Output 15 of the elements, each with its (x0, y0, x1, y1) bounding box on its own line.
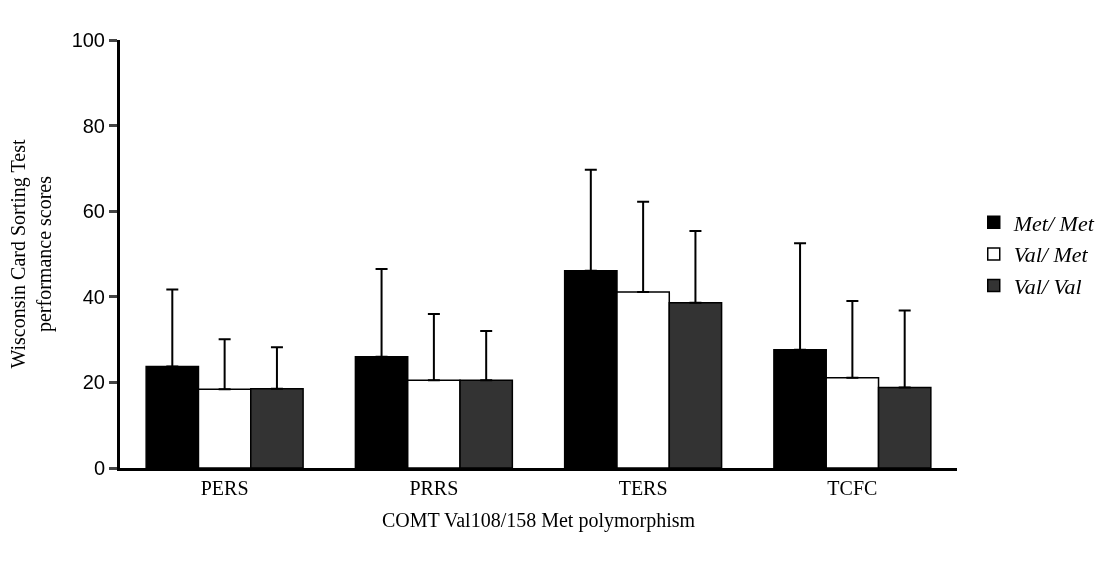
x-tick-label: PRRS (409, 477, 459, 499)
y-tick-label: 40 (82, 285, 105, 308)
y-tick-label: 20 (82, 371, 105, 394)
y-tick-label: 100 (71, 29, 105, 51)
x-tick-label: TERS (618, 477, 668, 499)
y-tick-label: 60 (82, 200, 105, 223)
legend-label: Val/ Val (1013, 274, 1082, 300)
legend-label: Met/ Met (1012, 210, 1095, 236)
x-tick-label: PERS (200, 477, 249, 499)
legend-label: Val/ Met (1013, 242, 1089, 268)
y-tick-label: 0 (93, 457, 105, 479)
y-tick-label: 80 (82, 114, 105, 137)
x-tick-label: TCFC (827, 477, 878, 499)
y-axis-title: Wisconsin Card Sorting Test performance scores (7, 139, 57, 369)
x-axis-title: COMT Val108/158 Met polymorphism (381, 508, 696, 532)
